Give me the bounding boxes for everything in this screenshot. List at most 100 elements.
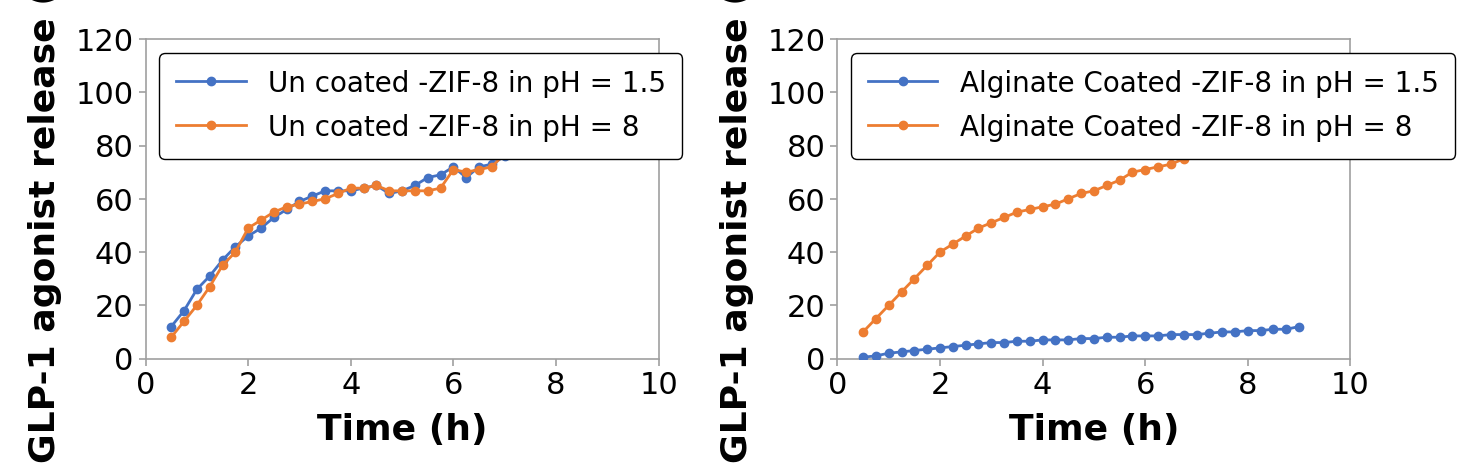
Un coated -ZIF-8 in pH = 8 xyxy=(509,143,527,149)
Alginate Coated -ZIF-8 in pH = 8 xyxy=(917,263,935,268)
Un coated -ZIF-8 in pH = 8 xyxy=(214,263,232,268)
Un coated -ZIF-8 in pH = 8 xyxy=(431,185,448,191)
Alginate Coated -ZIF-8 in pH = 1.5 xyxy=(854,354,872,360)
Alginate Coated -ZIF-8 in pH = 8 xyxy=(1032,204,1050,210)
Alginate Coated -ZIF-8 in pH = 8 xyxy=(1071,191,1089,197)
Un coated -ZIF-8 in pH = 1.5 xyxy=(226,244,243,250)
Line: Un coated -ZIF-8 in pH = 8: Un coated -ZIF-8 in pH = 8 xyxy=(167,115,560,342)
Alginate Coated -ZIF-8 in pH = 8 xyxy=(969,225,987,231)
Un coated -ZIF-8 in pH = 8 xyxy=(162,334,180,340)
Alginate Coated -ZIF-8 in pH = 1.5 xyxy=(956,342,974,348)
Alginate Coated -ZIF-8 in pH = 1.5 xyxy=(1084,336,1102,342)
Alginate Coated -ZIF-8 in pH = 1.5 xyxy=(1136,333,1153,339)
Alginate Coated -ZIF-8 in pH = 8 xyxy=(1238,124,1255,130)
Text: B: B xyxy=(1319,58,1353,101)
Un coated -ZIF-8 in pH = 8 xyxy=(367,183,385,189)
Un coated -ZIF-8 in pH = 8 xyxy=(277,204,295,210)
Un coated -ZIF-8 in pH = 1.5 xyxy=(291,199,308,204)
Alginate Coated -ZIF-8 in pH = 1.5 xyxy=(1264,326,1282,332)
Alginate Coated -ZIF-8 in pH = 1.5 xyxy=(1174,332,1192,337)
Alginate Coated -ZIF-8 in pH = 8 xyxy=(892,289,910,295)
Alginate Coated -ZIF-8 in pH = 8 xyxy=(1046,201,1063,207)
Alginate Coated -ZIF-8 in pH = 8 xyxy=(1251,116,1268,122)
Un coated -ZIF-8 in pH = 1.5 xyxy=(162,324,180,330)
Alginate Coated -ZIF-8 in pH = 1.5 xyxy=(1097,334,1115,340)
Alginate Coated -ZIF-8 in pH = 8 xyxy=(1007,209,1025,215)
Alginate Coated -ZIF-8 in pH = 8 xyxy=(879,303,897,308)
Un coated -ZIF-8 in pH = 1.5 xyxy=(316,188,333,194)
Un coated -ZIF-8 in pH = 1.5 xyxy=(521,135,538,141)
Alginate Coated -ZIF-8 in pH = 1.5 xyxy=(1212,329,1230,335)
Alginate Coated -ZIF-8 in pH = 8 xyxy=(904,276,922,282)
Alginate Coated -ZIF-8 in pH = 8 xyxy=(866,316,884,322)
Alginate Coated -ZIF-8 in pH = 1.5 xyxy=(1226,329,1243,335)
Alginate Coated -ZIF-8 in pH = 1.5 xyxy=(1059,337,1077,343)
Un coated -ZIF-8 in pH = 1.5 xyxy=(354,185,372,191)
Alginate Coated -ZIF-8 in pH = 1.5 xyxy=(866,353,884,359)
Alginate Coated -ZIF-8 in pH = 8 xyxy=(1021,207,1038,212)
Un coated -ZIF-8 in pH = 8 xyxy=(266,209,283,215)
Un coated -ZIF-8 in pH = 8 xyxy=(291,201,308,207)
Un coated -ZIF-8 in pH = 1.5 xyxy=(304,193,322,199)
Un coated -ZIF-8 in pH = 1.5 xyxy=(187,286,205,292)
Un coated -ZIF-8 in pH = 8 xyxy=(406,188,423,194)
Un coated -ZIF-8 in pH = 8 xyxy=(342,185,360,191)
X-axis label: Time (h): Time (h) xyxy=(317,413,487,447)
Un coated -ZIF-8 in pH = 1.5 xyxy=(381,191,398,197)
Alginate Coated -ZIF-8 in pH = 8 xyxy=(994,215,1012,220)
Alginate Coated -ZIF-8 in pH = 1.5 xyxy=(917,346,935,352)
Un coated -ZIF-8 in pH = 8 xyxy=(176,318,193,324)
Line: Un coated -ZIF-8 in pH = 1.5: Un coated -ZIF-8 in pH = 1.5 xyxy=(167,104,560,331)
Alginate Coated -ZIF-8 in pH = 1.5 xyxy=(1251,328,1268,333)
Un coated -ZIF-8 in pH = 1.5 xyxy=(239,233,257,239)
Alginate Coated -ZIF-8 in pH = 8 xyxy=(854,329,872,335)
Alginate Coated -ZIF-8 in pH = 8 xyxy=(1149,164,1167,170)
Un coated -ZIF-8 in pH = 1.5 xyxy=(406,183,423,189)
Alginate Coated -ZIF-8 in pH = 1.5 xyxy=(1161,332,1179,337)
Un coated -ZIF-8 in pH = 1.5 xyxy=(496,153,513,159)
Alginate Coated -ZIF-8 in pH = 8 xyxy=(1097,183,1115,189)
Un coated -ZIF-8 in pH = 1.5 xyxy=(392,188,410,194)
Un coated -ZIF-8 in pH = 1.5 xyxy=(329,188,347,194)
Alginate Coated -ZIF-8 in pH = 8 xyxy=(956,233,974,239)
Un coated -ZIF-8 in pH = 8 xyxy=(201,284,218,290)
Alginate Coated -ZIF-8 in pH = 8 xyxy=(1136,167,1153,172)
Line: Alginate Coated -ZIF-8 in pH = 1.5: Alginate Coated -ZIF-8 in pH = 1.5 xyxy=(858,323,1302,361)
X-axis label: Time (h): Time (h) xyxy=(1007,413,1179,447)
Un coated -ZIF-8 in pH = 8 xyxy=(187,303,205,308)
Un coated -ZIF-8 in pH = 8 xyxy=(534,132,552,138)
Un coated -ZIF-8 in pH = 8 xyxy=(392,188,410,194)
Alginate Coated -ZIF-8 in pH = 1.5 xyxy=(969,341,987,347)
Un coated -ZIF-8 in pH = 1.5 xyxy=(457,175,475,180)
Un coated -ZIF-8 in pH = 8 xyxy=(471,167,488,172)
Y-axis label: GLP-1 agonist release (%): GLP-1 agonist release (%) xyxy=(28,0,62,463)
Y-axis label: GLP-1 agonist release (%): GLP-1 agonist release (%) xyxy=(720,0,754,463)
Un coated -ZIF-8 in pH = 1.5 xyxy=(547,105,565,111)
Legend: Alginate Coated -ZIF-8 in pH = 1.5, Alginate Coated -ZIF-8 in pH = 8: Alginate Coated -ZIF-8 in pH = 1.5, Algi… xyxy=(851,53,1454,159)
Alginate Coated -ZIF-8 in pH = 8 xyxy=(1059,196,1077,202)
Un coated -ZIF-8 in pH = 8 xyxy=(226,249,243,255)
Un coated -ZIF-8 in pH = 1.5 xyxy=(252,225,270,231)
Un coated -ZIF-8 in pH = 1.5 xyxy=(201,273,218,279)
Un coated -ZIF-8 in pH = 8 xyxy=(547,116,565,122)
Un coated -ZIF-8 in pH = 1.5 xyxy=(342,188,360,194)
Un coated -ZIF-8 in pH = 1.5 xyxy=(482,162,500,167)
Alginate Coated -ZIF-8 in pH = 1.5 xyxy=(1071,336,1089,342)
Alginate Coated -ZIF-8 in pH = 1.5 xyxy=(1007,338,1025,344)
Un coated -ZIF-8 in pH = 8 xyxy=(521,138,538,143)
Legend: Un coated -ZIF-8 in pH = 1.5, Un coated -ZIF-8 in pH = 8: Un coated -ZIF-8 in pH = 1.5, Un coated … xyxy=(159,53,681,159)
Alginate Coated -ZIF-8 in pH = 8 xyxy=(1199,145,1217,151)
Alginate Coated -ZIF-8 in pH = 8 xyxy=(1289,103,1307,109)
Alginate Coated -ZIF-8 in pH = 1.5 xyxy=(1276,326,1294,332)
Un coated -ZIF-8 in pH = 1.5 xyxy=(431,172,448,178)
Un coated -ZIF-8 in pH = 1.5 xyxy=(367,183,385,189)
Un coated -ZIF-8 in pH = 1.5 xyxy=(176,308,193,314)
Alginate Coated -ZIF-8 in pH = 1.5 xyxy=(904,348,922,353)
Alginate Coated -ZIF-8 in pH = 8 xyxy=(1174,156,1192,162)
Un coated -ZIF-8 in pH = 1.5 xyxy=(419,175,437,180)
Un coated -ZIF-8 in pH = 8 xyxy=(496,151,513,157)
Un coated -ZIF-8 in pH = 1.5 xyxy=(266,215,283,220)
Un coated -ZIF-8 in pH = 8 xyxy=(482,164,500,170)
Alginate Coated -ZIF-8 in pH = 8 xyxy=(1187,151,1205,157)
Alginate Coated -ZIF-8 in pH = 1.5 xyxy=(944,344,962,350)
